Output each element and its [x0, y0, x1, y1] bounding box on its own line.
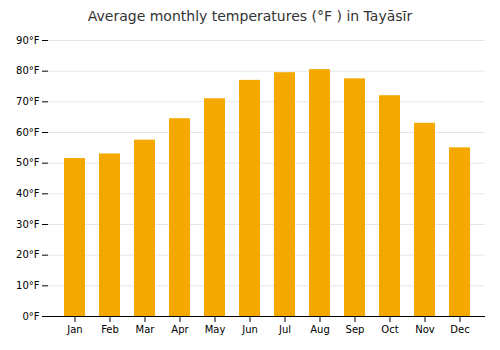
svg-text:Jan: Jan: [66, 324, 82, 335]
svg-text:20°F: 20°F: [16, 249, 40, 260]
svg-text:Feb: Feb: [101, 324, 119, 335]
svg-text:90°F: 90°F: [16, 35, 40, 46]
svg-text:Dec: Dec: [450, 324, 469, 335]
svg-text:Apr: Apr: [171, 324, 189, 335]
svg-text:0°F: 0°F: [22, 311, 39, 322]
svg-text:Jul: Jul: [278, 324, 291, 335]
svg-text:80°F: 80°F: [16, 65, 40, 76]
svg-text:Sep: Sep: [346, 324, 365, 335]
svg-text:Jun: Jun: [241, 324, 258, 335]
html-text:Average monthly temperatures (: Average monthly temperatures (°F ) in Ta…: [87, 8, 413, 24]
svg-text:10°F: 10°F: [16, 280, 40, 291]
svg-text:60°F: 60°F: [16, 127, 40, 138]
svg-text:30°F: 30°F: [16, 219, 40, 230]
svg-text:Nov: Nov: [415, 324, 435, 335]
svg-text:May: May: [205, 324, 226, 335]
svg-text:Oct: Oct: [381, 324, 398, 335]
svg-text:70°F: 70°F: [16, 96, 40, 107]
svg-text:Mar: Mar: [136, 324, 156, 335]
svg-text:Aug: Aug: [310, 324, 330, 335]
svg-text:40°F: 40°F: [16, 188, 40, 199]
svg-text:50°F: 50°F: [16, 157, 40, 168]
